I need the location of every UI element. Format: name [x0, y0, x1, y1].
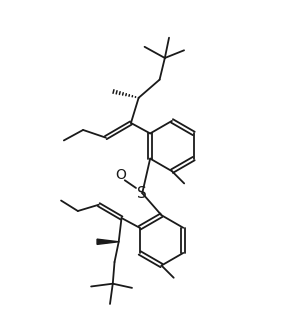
Text: O: O: [115, 168, 126, 182]
Polygon shape: [97, 239, 119, 244]
Text: S: S: [137, 186, 147, 201]
